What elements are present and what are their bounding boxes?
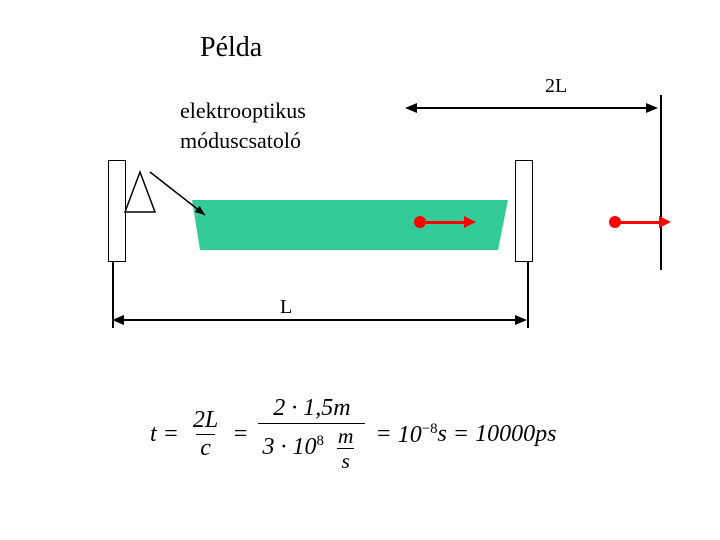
equation: t = 2Lc = 2 · 1,5m3 · 108 ms = 10−8 s = … [150, 395, 556, 474]
l-tick-left [112, 262, 114, 328]
eq-eq4: = [453, 421, 469, 448]
l-label: L [280, 296, 292, 319]
eq-s-unit: s [438, 421, 447, 448]
arrowhead-right-icon [646, 103, 658, 113]
eq-ps-unit: ps [535, 421, 556, 448]
two-l-end-tick [660, 95, 662, 270]
mirror-right [515, 160, 533, 262]
dimension-line [411, 107, 652, 109]
l-tick-right [527, 262, 529, 328]
photon-arrow-line [424, 221, 464, 224]
dimension-line [118, 319, 521, 321]
eq-den2: 3 · 108 ms [262, 434, 361, 460]
eq-eq2: = [232, 421, 248, 448]
diagram-title: Példa [200, 32, 262, 64]
eq-result: 10000 [475, 421, 535, 448]
eq-ten-power: 10−8 [398, 421, 438, 449]
eq-unit-m-over-s: ms [334, 424, 358, 475]
eq-c: c [200, 435, 211, 461]
photon-arrow-line [619, 221, 659, 224]
prism-icon [125, 172, 155, 212]
arrowhead-left-icon [405, 103, 417, 113]
eq-eq1: = [163, 421, 179, 448]
eq-eq3: = [375, 421, 391, 448]
eq-frac-2L-over-c: 2Lc [189, 407, 222, 463]
photon-arrow-head-icon [659, 216, 671, 228]
eo-label-line2: móduscsatoló [180, 128, 301, 154]
eq-2L: 2L [193, 407, 218, 433]
eq-t: t [150, 421, 157, 448]
eo-label-line1: elektrooptikus [180, 98, 306, 124]
eq-num2: 2 · 1,5m [273, 395, 350, 421]
arrowhead-right-icon [515, 315, 527, 325]
two-l-label: 2L [545, 75, 567, 98]
mirror-left [108, 160, 126, 262]
photon-arrow-head-icon [464, 216, 476, 228]
eq-frac2: 2 · 1,5m 3 · 108 ms [258, 395, 365, 474]
